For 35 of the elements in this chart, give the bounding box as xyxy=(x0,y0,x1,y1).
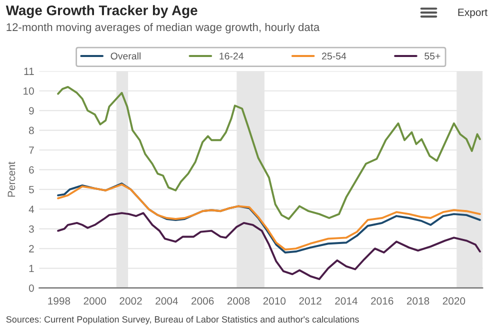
x-tick-label: 2018 xyxy=(406,297,430,305)
legend-label: 16-24 xyxy=(220,52,244,60)
y-tick-label: 1 xyxy=(29,264,34,272)
y-tick-label: 7 xyxy=(29,146,34,154)
x-tick-label: 2012 xyxy=(299,297,322,305)
y-tick-label: 6 xyxy=(29,166,34,174)
chart-subtitle: 12-month moving averages of median wage growth, hourly data xyxy=(6,22,320,34)
x-tick-label: 2008 xyxy=(227,297,250,305)
y-tick-label: 2 xyxy=(29,245,34,252)
x-tick-label: 2006 xyxy=(192,297,214,305)
line-series xyxy=(57,86,481,220)
y-tick-label: 11 xyxy=(24,68,34,75)
y-axis-title: Percent xyxy=(8,162,16,197)
x-tick-label: 2014 xyxy=(335,297,358,305)
y-tick-label: 8 xyxy=(29,126,34,134)
x-tick-label: 2000 xyxy=(84,297,106,305)
chart-title: Wage Growth Tracker by Age xyxy=(6,5,198,18)
y-tick-label: 9 xyxy=(29,107,34,114)
x-tick-label: 2016 xyxy=(371,297,394,305)
legend-label: 55+ xyxy=(424,52,440,60)
legend-label: Overall xyxy=(110,52,140,60)
y-tick-label: 10 xyxy=(24,87,34,95)
line-series xyxy=(57,212,481,280)
y-tick-label: 0 xyxy=(28,284,34,292)
x-tick-label: 2002 xyxy=(120,297,142,305)
x-tick-label: 1998 xyxy=(48,297,70,305)
y-tick-label: 4 xyxy=(28,206,34,213)
legend-label: 25-54 xyxy=(322,52,346,60)
x-tick-label: 2020 xyxy=(442,297,466,305)
y-tick-label: 3 xyxy=(28,225,34,233)
source-note: Sources: Current Population Survey, Bureau of Labor Statistics and author's calculations xyxy=(6,316,359,324)
y-tick-label: 5 xyxy=(28,186,34,194)
text: Export xyxy=(458,8,488,18)
x-tick-label: 2010 xyxy=(263,297,286,305)
x-tick-label: 2004 xyxy=(156,297,178,305)
